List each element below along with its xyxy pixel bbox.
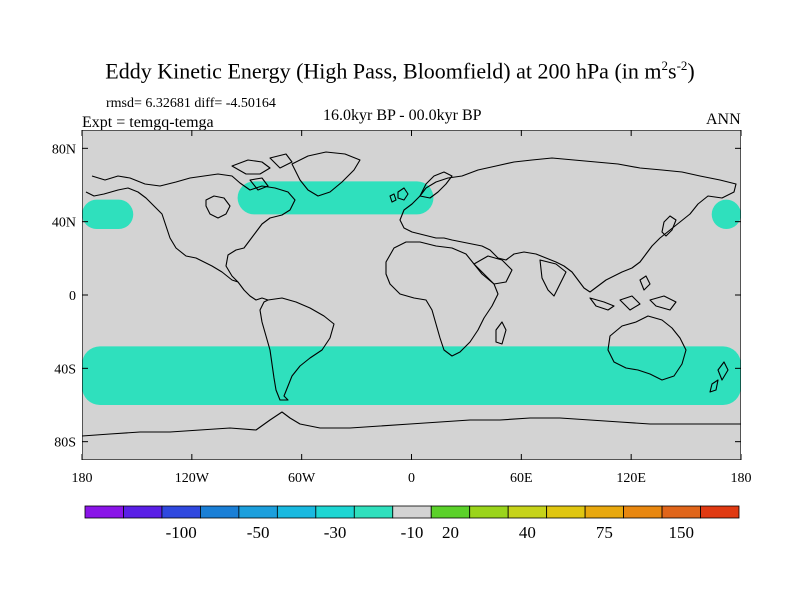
x-tick-label: 60W — [288, 471, 316, 486]
colorbar-box — [546, 505, 586, 519]
period-label: 16.0kyr BP - 00.0kyr BP — [323, 107, 482, 124]
coastline-hudson-bay — [205, 195, 231, 219]
colorbar-label: 150 — [669, 523, 695, 542]
y-tick-label: 40N — [52, 216, 76, 231]
coastline-greenland — [291, 151, 361, 197]
coastline-eurasia — [399, 157, 737, 293]
coastline-arctic-islands — [231, 153, 293, 191]
colorbar-label: -30 — [324, 523, 347, 542]
colorbar-box — [623, 505, 663, 519]
colorbar-box — [276, 505, 317, 519]
colorbar-label: 40 — [519, 523, 536, 542]
y-tick-label: 0 — [69, 289, 76, 304]
colorbar-box — [584, 505, 624, 519]
x-tick-label: 0 — [408, 471, 415, 486]
coastline-british-isles — [389, 187, 409, 203]
colorbar-label: 20 — [442, 523, 459, 542]
x-tick-label: 180 — [731, 471, 752, 486]
coastline-arabia — [473, 255, 513, 285]
coastline-central-america — [237, 281, 269, 301]
x-tick-label: 120E — [616, 471, 646, 486]
colorbar-label: -100 — [166, 523, 197, 542]
stats-text: rmsd= 6.32681 diff= -4.50164 — [106, 96, 276, 111]
colorbar-box — [430, 505, 471, 519]
colorbar-box — [700, 505, 740, 519]
colorbar-box — [392, 505, 432, 519]
x-tick-label: 180 — [72, 471, 93, 486]
season-label: ANN — [706, 111, 741, 128]
region-north-pacific-band — [711, 199, 741, 229]
y-tick-label: 80N — [52, 142, 76, 157]
coastline-india — [539, 259, 567, 297]
colorbar-box — [661, 505, 701, 519]
coastline-north-america — [85, 173, 296, 283]
region-southern-ocean-band — [82, 346, 741, 405]
x-tick-label: 120W — [175, 471, 210, 486]
coastline-scandinavia — [419, 171, 453, 199]
colorbar-box — [200, 505, 240, 519]
coastline-new-zealand — [709, 361, 729, 393]
colorbar-box — [507, 505, 548, 519]
coastline-africa — [385, 241, 499, 357]
coastline-indonesia — [589, 275, 677, 311]
y-tick-label: 80S — [54, 436, 76, 451]
colorbar-label: -10 — [401, 523, 424, 542]
coastline-japan — [661, 215, 677, 237]
colorbar-label: 75 — [596, 523, 613, 542]
region-north-atlantic-band — [237, 181, 434, 215]
colorbar-box — [84, 505, 124, 519]
region-north-pacific-band — [82, 199, 134, 229]
colorbar-box — [469, 505, 509, 519]
coastline-antarctica — [82, 411, 741, 437]
colorbar-box — [161, 505, 201, 519]
colorbar-box — [238, 505, 278, 519]
colorbar-box — [123, 505, 163, 519]
colorbar-box — [353, 505, 394, 519]
y-tick-label: 40S — [54, 362, 76, 377]
chart-title: Eddy Kinetic Energy (High Pass, Bloomfie… — [105, 58, 695, 84]
coastline-south-america — [259, 297, 335, 401]
x-tick-label: 60E — [510, 471, 533, 486]
coastline-australia — [607, 315, 687, 381]
colorbar-box — [315, 505, 355, 519]
colorbar-label: -50 — [247, 523, 270, 542]
experiment-label: Expt = temgq-temga — [82, 114, 214, 131]
coastline-madagascar — [495, 321, 507, 345]
